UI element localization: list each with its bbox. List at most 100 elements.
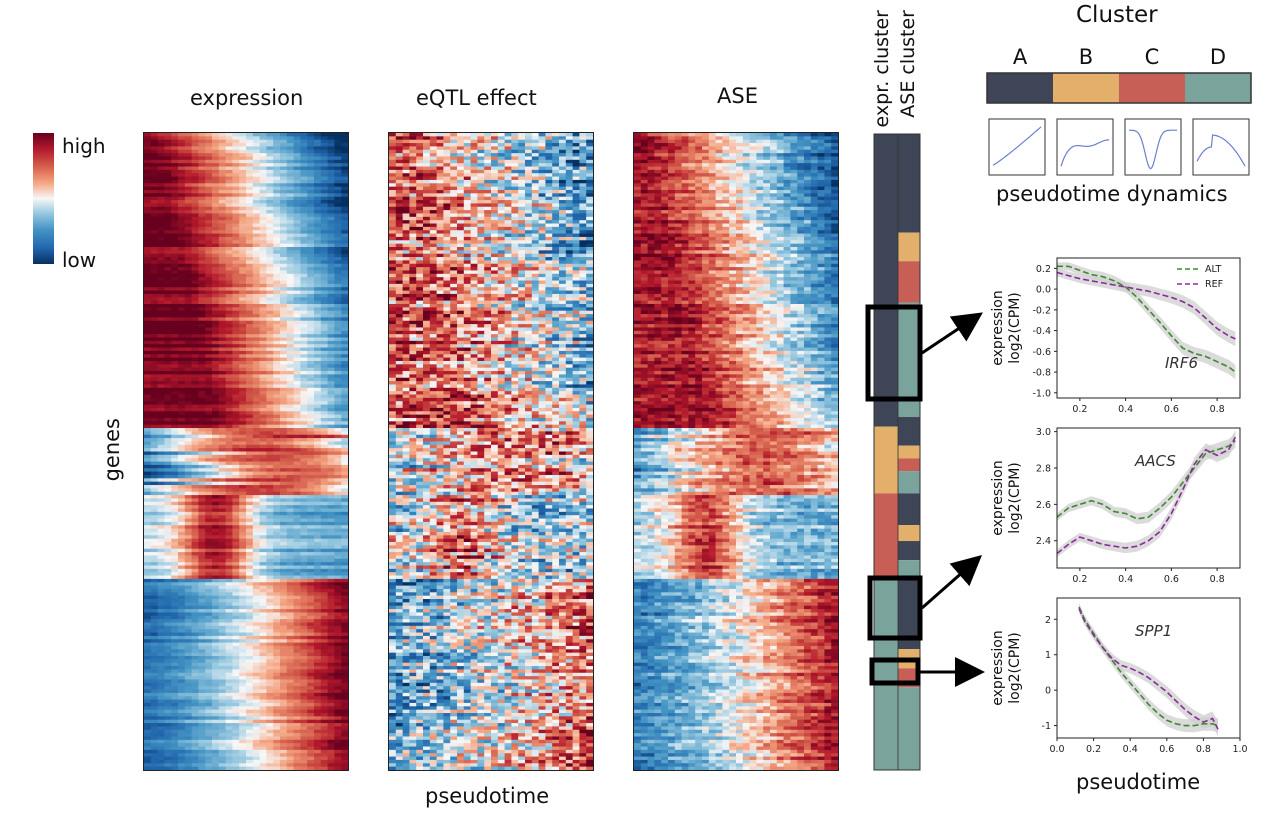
y-tick-label: 2.8 bbox=[1036, 464, 1051, 475]
y-axis-label-line2: log2(CPM) bbox=[1007, 292, 1023, 363]
x-tick-label: 0.4 bbox=[1118, 404, 1133, 415]
ase-cluster-segment bbox=[898, 134, 920, 233]
cluster-swatch-B bbox=[1053, 73, 1119, 103]
dynamics-thumbnail bbox=[1192, 118, 1250, 176]
expr-cluster-segment bbox=[874, 426, 898, 494]
x-tick-label: 0.8 bbox=[1196, 744, 1211, 755]
ase-cluster-segment bbox=[898, 576, 920, 650]
expr-cluster-segment bbox=[874, 493, 898, 577]
highlight-box-spp1 bbox=[869, 657, 921, 686]
y-tick-label: -0.8 bbox=[1032, 368, 1051, 379]
genes-label: genes bbox=[100, 418, 124, 482]
series-line-REF bbox=[1056, 436, 1237, 555]
colorbar bbox=[33, 133, 54, 264]
x-tick-label: 1.0 bbox=[1232, 744, 1247, 755]
highlight-box-aacs bbox=[867, 575, 923, 641]
cluster-dynamics-thumbnails bbox=[988, 118, 1250, 176]
colorbar-low-label: low bbox=[62, 248, 97, 272]
x-tick-label: 0.2 bbox=[1072, 574, 1087, 585]
eqtl-title: eQTL effect bbox=[416, 86, 537, 110]
ase-title: ASE bbox=[717, 84, 758, 108]
ase-cluster-segment bbox=[898, 541, 920, 561]
spp1-line-plot: expression log2(CPM) 0.0 0.2 0.4 0.6 0.8 1.0 2 1 0… bbox=[990, 597, 1248, 755]
x-tick-label: 0.6 bbox=[1164, 404, 1179, 415]
dynamics-thumbnail bbox=[988, 118, 1046, 176]
x-tick-label: 0.6 bbox=[1164, 574, 1179, 585]
eqtl-heatmap bbox=[388, 132, 594, 771]
y-axis-label-line1: expression bbox=[990, 460, 1006, 536]
expr-cluster-segment bbox=[874, 576, 898, 770]
expr-cluster-segment bbox=[874, 134, 898, 427]
aacs-line-plot: expression log2(CPM) 0.2 0.4 0.6 0.8 3.0 2.8 2.6… bbox=[990, 427, 1241, 585]
y-tick-label: 2.6 bbox=[1036, 500, 1051, 511]
y-tick-label: 2.4 bbox=[1036, 536, 1051, 547]
gene-label-IRF6: IRF6 bbox=[1165, 354, 1198, 372]
x-tick-label: 0.0 bbox=[1049, 744, 1064, 755]
ase-cluster-segment bbox=[898, 525, 920, 542]
y-axis-label-line2: log2(CPM) bbox=[1007, 632, 1023, 703]
legend-label-ALT: ALT bbox=[1205, 264, 1221, 275]
irf6-line-plot: expression log2(CPM) 0.2 0.4 0.6 0.8 0.2 0.0 -0.… bbox=[990, 257, 1241, 415]
y-tick-label: 3.0 bbox=[1036, 427, 1051, 438]
ase-cluster-segment bbox=[898, 493, 920, 526]
plot-frame bbox=[1056, 427, 1241, 569]
x-tick-label: 0.4 bbox=[1123, 744, 1138, 755]
ase-cluster-segment bbox=[898, 232, 920, 262]
series-line-ALT bbox=[1057, 265, 1236, 373]
plot-frame bbox=[1056, 257, 1241, 399]
gene-label-SPP1: SPP1 bbox=[1135, 622, 1172, 640]
y-tick-label: -0.6 bbox=[1032, 347, 1051, 358]
legend-label-REF: REF bbox=[1205, 279, 1223, 290]
ase-cluster-segment bbox=[898, 302, 920, 418]
cluster-letter-D: D bbox=[1210, 45, 1226, 69]
ase-cluster-segment bbox=[898, 417, 920, 446]
gene-label-AACS: AACS bbox=[1134, 452, 1176, 470]
ase-heatmap bbox=[633, 132, 839, 771]
cluster-legend: A B C D bbox=[986, 45, 1252, 104]
y-tick-label: 0.2 bbox=[1036, 264, 1051, 275]
highlight-box-irf6 bbox=[865, 304, 923, 402]
x-tick-label: 0.4 bbox=[1118, 574, 1133, 585]
y-tick-label: 2 bbox=[1045, 615, 1051, 626]
cluster-letter-C: C bbox=[1145, 45, 1160, 69]
arrow-irf6 bbox=[921, 312, 983, 355]
expr-cluster-label: expr. cluster bbox=[871, 10, 893, 128]
x-tick-label: 0.2 bbox=[1072, 404, 1087, 415]
cluster-swatch-D bbox=[1185, 73, 1251, 103]
ase-cluster-segment bbox=[898, 458, 920, 472]
series-line-REF bbox=[1078, 608, 1219, 730]
pseudotime-dynamics-label: pseudotime dynamics bbox=[996, 182, 1228, 206]
confidence-band bbox=[1079, 604, 1218, 737]
highlight-arrows bbox=[865, 304, 985, 687]
ase-cluster-segment bbox=[898, 560, 920, 577]
y-tick-label: 0 bbox=[1045, 686, 1051, 697]
cluster-swatch-A bbox=[987, 73, 1053, 103]
y-tick-label: -1 bbox=[1042, 721, 1051, 732]
y-axis-label-line2: log2(CPM) bbox=[1007, 462, 1023, 533]
series-line-REF bbox=[1056, 271, 1236, 340]
dynamics-thumbnail bbox=[1056, 118, 1114, 176]
pseudotime-bottom-label: pseudotime bbox=[425, 784, 550, 808]
ase-cluster-segment bbox=[898, 261, 920, 303]
y-axis-label-line1: expression bbox=[990, 630, 1006, 706]
cluster-letter-A: A bbox=[1013, 45, 1028, 69]
y-tick-label: -0.2 bbox=[1032, 305, 1051, 316]
confidence-band bbox=[1057, 268, 1236, 347]
y-tick-label: 1 bbox=[1045, 650, 1051, 661]
ase-cluster-label: ASE cluster bbox=[897, 10, 919, 118]
expression-heatmap bbox=[143, 132, 349, 771]
dynamics-thumbnail bbox=[1124, 118, 1182, 176]
cluster-bars bbox=[873, 133, 921, 771]
cluster-letter-B: B bbox=[1079, 45, 1093, 69]
x-tick-label: 0.6 bbox=[1159, 744, 1174, 755]
ase-cluster-segment bbox=[898, 445, 920, 459]
x-tick-label: 0.2 bbox=[1086, 744, 1101, 755]
arrow-aacs bbox=[921, 555, 982, 610]
confidence-band bbox=[1057, 433, 1236, 525]
y-tick-label: -0.4 bbox=[1032, 326, 1051, 337]
y-tick-label: 0.0 bbox=[1036, 285, 1051, 296]
confidence-band bbox=[1057, 262, 1236, 380]
cluster-title: Cluster bbox=[1076, 2, 1158, 28]
cluster-swatch-C bbox=[1119, 73, 1185, 103]
ase-cluster-segment bbox=[898, 471, 920, 494]
